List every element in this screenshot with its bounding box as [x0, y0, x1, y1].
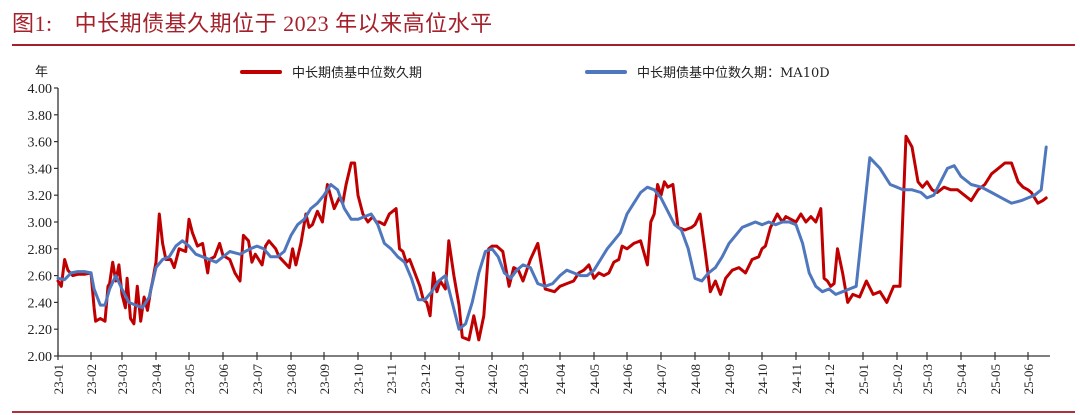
y-axis-unit: 年	[35, 65, 48, 80]
x-tick-label: 25-02	[890, 364, 905, 394]
y-tick-label: 2.20	[28, 323, 53, 338]
x-tick-label: 25-04	[954, 364, 969, 395]
x-tick-label: 24-12	[822, 364, 837, 394]
x-tick-label: 23-03	[115, 364, 130, 394]
x-tick-label: 25-06	[1021, 364, 1036, 395]
x-tick-label: 23-08	[284, 364, 299, 394]
legend-swatch-ma	[585, 69, 627, 74]
legend-label-ma: 中长期债基中位数久期：MA10D	[637, 66, 830, 81]
x-tick-label: 24-11	[789, 364, 804, 394]
x-tick-label: 24-06	[620, 364, 635, 395]
x-tick-label: 23-05	[182, 364, 197, 394]
x-tick-label: 24-01	[452, 364, 467, 394]
x-tick-label: 23-04	[149, 364, 164, 395]
y-tick-label: 4.00	[28, 82, 53, 97]
x-tick-label: 24-10	[755, 364, 770, 394]
y-tick-label: 2.40	[28, 296, 53, 311]
x-tick-label: 23-02	[84, 364, 99, 394]
legend-swatch-raw	[240, 69, 282, 74]
figure-title-text: 中长期债基久期位于 2023 年以来高位水平	[74, 11, 493, 36]
footer-rule	[12, 411, 1075, 413]
x-tick-label: 24-05	[587, 364, 602, 394]
legend-item-ma: 中长期债基中位数久期：MA10D	[585, 62, 830, 81]
legend-item-raw: 中长期债基中位数久期	[240, 62, 422, 81]
x-tick-label: 23-07	[250, 364, 265, 395]
chart-axes: 2.00 2.20 2.40 2.60 2.80 3.00 3.20 3.40 3.60 3.80…	[28, 65, 1050, 395]
x-tick-label: 23-11	[384, 364, 399, 394]
x-tick-label: 23-09	[317, 364, 332, 394]
y-tick-label: 3.00	[28, 216, 53, 231]
x-tick-label: 23-12	[418, 364, 433, 394]
y-tick-label: 2.80	[28, 243, 53, 258]
y-tick-label: 2.60	[28, 270, 53, 285]
x-tick-label: 25-03	[920, 364, 935, 394]
x-tick-label: 24-04	[553, 364, 568, 395]
x-tick-label: 23-06	[216, 364, 231, 395]
y-tick-label: 3.80	[28, 109, 53, 124]
series-line-ma10d	[56, 145, 1048, 331]
x-tick-label: 23-10	[351, 364, 366, 394]
legend-label-raw: 中长期债基中位数久期	[292, 66, 423, 81]
x-tick-label: 25-05	[988, 364, 1003, 394]
x-tick-label: 23-01	[51, 364, 66, 394]
figure-label: 图1:	[12, 11, 53, 36]
title-rule	[12, 44, 1075, 46]
x-tick-label: 24-07	[654, 364, 669, 395]
x-tick-label: 24-03	[516, 364, 531, 394]
y-tick-label: 3.60	[28, 136, 53, 151]
figure-title: 图1: 中长期债基久期位于 2023 年以来高位水平	[12, 6, 493, 38]
y-tick-label: 2.00	[28, 350, 53, 365]
x-tick-label: 24-08	[688, 364, 703, 394]
chart-series	[56, 134, 1048, 342]
y-tick-label: 3.20	[28, 189, 53, 204]
x-tick-label: 24-09	[722, 364, 737, 394]
x-tick-label: 25-01	[856, 364, 871, 394]
series-line-raw	[56, 134, 1048, 342]
y-tick-label: 3.40	[28, 162, 53, 177]
x-tick-label: 24-02	[485, 364, 500, 394]
